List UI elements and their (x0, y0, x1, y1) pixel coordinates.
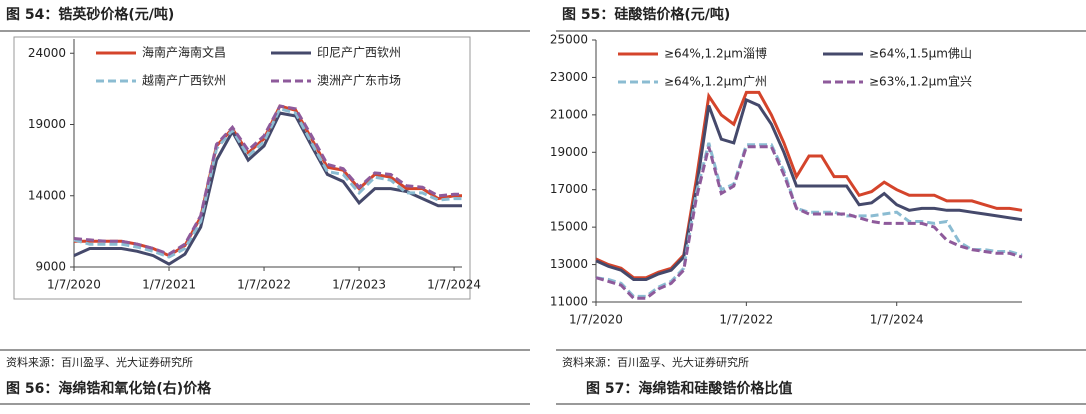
legend-label: ≥64%,1.2μm淄博 (664, 46, 767, 61)
series-line (73, 104, 462, 256)
series-line (73, 111, 462, 266)
y-tick-label: 14000 (28, 188, 66, 202)
y-tick-label: 24000 (28, 46, 66, 60)
x-tick-label: 1/7/2022 (719, 313, 773, 327)
next-title: 图 56：海绵锆和氧化铪(右)价格 (6, 380, 212, 397)
y-tick-label: 19000 (550, 145, 588, 159)
x-tick-label: 1/7/2024 (870, 313, 924, 327)
series-line (595, 97, 1023, 281)
y-tick-label: 23000 (550, 70, 588, 84)
source: 资料来源：百川盈孚、光大证券研究所 (6, 355, 193, 369)
series-line (595, 90, 1023, 280)
x-tick-label: 1/7/2024 (427, 278, 481, 292)
legend-label: 印尼产广西钦州 (317, 46, 401, 60)
x-tick-label: 1/7/2020 (569, 313, 623, 327)
legend-label: ≥64%,1.5μm佛山 (869, 47, 972, 61)
frame (13, 36, 471, 300)
series-line (595, 142, 1023, 298)
next-title: 图 57：海绵锆和硅酸锆价格比值 (586, 380, 792, 397)
frame (565, 32, 1033, 329)
y-tick-label: 11000 (550, 295, 588, 309)
y-tick-label: 13000 (550, 257, 588, 271)
legend-label: ≥63%,1.2μm宜兴 (869, 74, 972, 89)
legend-label: 海南产海南文昌 (142, 45, 226, 60)
series-line (595, 145, 1023, 300)
y-tick-label: 19000 (28, 117, 66, 131)
x-tick-label: 1/7/2021 (142, 278, 196, 292)
y-tick-label: 9000 (35, 260, 66, 274)
y-tick-label: 15000 (550, 220, 588, 234)
x-tick-label: 1/7/2023 (332, 278, 386, 292)
y-tick-label: 21000 (550, 107, 588, 121)
series-line (73, 107, 462, 259)
source: 资料来源：百川盈孚、光大证券研究所 (562, 355, 749, 369)
y-tick-label: 25000 (550, 33, 588, 47)
chart-title: 图 55：硅酸锆价格(元/吨) (562, 6, 730, 23)
x-tick-label: 1/7/2022 (237, 278, 291, 292)
legend-label: ≥64%,1.2μm广州 (664, 75, 767, 89)
legend-label: 澳洲产广东市场 (317, 73, 401, 88)
y-tick-label: 17000 (550, 182, 588, 196)
x-tick-label: 1/7/2020 (47, 278, 101, 292)
legend-label: 越南产广西钦州 (142, 73, 226, 88)
chart-title: 图 54：锆英砂价格(元/吨) (6, 6, 174, 23)
